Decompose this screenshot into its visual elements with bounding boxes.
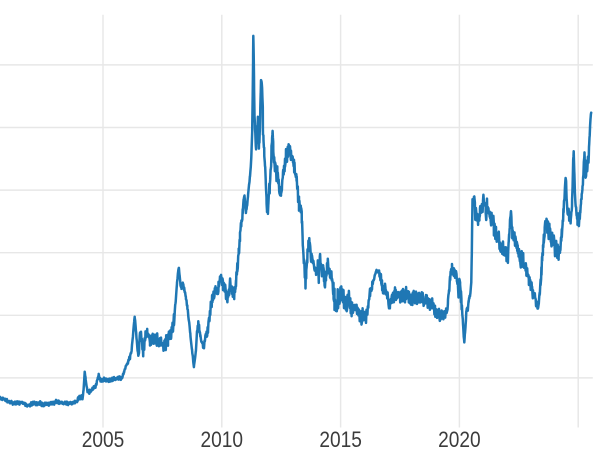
svg-text:2010: 2010 (201, 427, 244, 450)
svg-text:2005: 2005 (82, 427, 125, 450)
svg-text:2020: 2020 (438, 427, 481, 450)
svg-text:2015: 2015 (319, 427, 362, 450)
